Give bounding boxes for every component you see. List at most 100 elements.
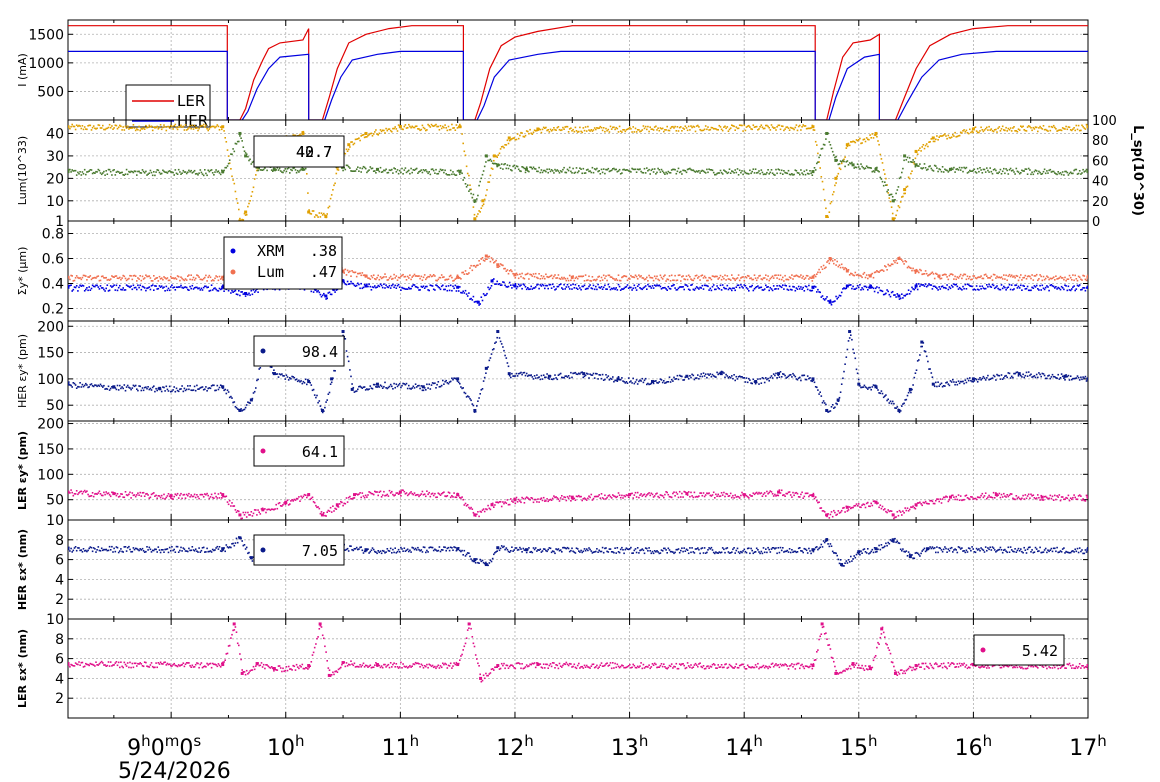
scatter-dot xyxy=(255,174,257,176)
scatter-dot xyxy=(918,359,920,361)
scatter-dot xyxy=(720,370,723,373)
scatter-dot xyxy=(323,410,325,412)
scatter-dot xyxy=(448,289,451,292)
scatter-dot xyxy=(709,287,712,290)
scatter-dot xyxy=(141,387,144,389)
scatter-dot xyxy=(164,277,166,279)
scatter-dot xyxy=(536,276,538,279)
scatter-dot xyxy=(710,126,713,129)
scatter-dot xyxy=(1058,172,1061,175)
scatter-dot xyxy=(580,371,582,374)
scatter-dot xyxy=(729,287,732,290)
scatter-dot xyxy=(521,373,523,376)
scatter-dot xyxy=(632,276,634,278)
scatter-dot xyxy=(521,287,523,290)
scatter-dot xyxy=(799,124,801,127)
scatter-dot xyxy=(404,275,407,278)
scatter-dot xyxy=(855,166,858,169)
scatter-dot xyxy=(634,381,637,383)
scatter-dot xyxy=(79,382,81,384)
scatter-dot xyxy=(698,378,700,380)
scatter-dot xyxy=(83,126,86,128)
scatter-dot xyxy=(528,278,530,280)
scatter-dot xyxy=(733,125,735,128)
scatter-dot xyxy=(1075,288,1078,290)
scatter-dot xyxy=(335,289,338,291)
scatter-dot xyxy=(456,170,459,172)
scatter-dot xyxy=(525,166,528,168)
scatter-dot xyxy=(491,162,494,165)
scatter-dot xyxy=(540,131,543,134)
scatter-dot xyxy=(643,379,646,382)
scatter-dot xyxy=(90,169,93,171)
scatter-dot xyxy=(706,168,708,171)
scatter-dot xyxy=(622,168,624,171)
scatter-dot xyxy=(697,287,699,289)
scatter-dot xyxy=(516,285,519,288)
scatter-dot xyxy=(351,282,353,285)
scatter-dot xyxy=(247,293,249,296)
scatter-dot xyxy=(828,211,831,213)
scatter-dot xyxy=(1082,274,1084,277)
scatter-dot xyxy=(913,269,916,272)
scatter-dot xyxy=(746,274,749,277)
data-point xyxy=(68,285,70,289)
scatter-dot xyxy=(495,283,497,285)
scatter-dot xyxy=(167,170,170,173)
scatter-dot xyxy=(202,388,205,391)
scatter-dot xyxy=(1005,289,1007,291)
y-tick-label: 1000 xyxy=(28,56,64,72)
scatter-dot xyxy=(68,276,70,279)
scatter-dot xyxy=(893,294,895,296)
scatter-dot xyxy=(974,126,977,128)
scatter-dot xyxy=(329,293,332,296)
scatter-dot xyxy=(1013,372,1015,375)
scatter-dot xyxy=(1072,172,1074,175)
scatter-dot xyxy=(508,139,511,142)
scatter-dot xyxy=(986,377,988,379)
scatter-dot xyxy=(1063,278,1065,281)
scatter-dot xyxy=(976,381,979,383)
scatter-dot xyxy=(401,128,403,130)
scatter-dot xyxy=(165,285,168,288)
scatter-dot xyxy=(678,126,681,129)
scatter-dot xyxy=(477,194,479,197)
scatter-dot xyxy=(369,385,372,387)
scatter-dot xyxy=(74,384,77,386)
scatter-dot xyxy=(741,170,743,172)
scatter-dot xyxy=(90,287,93,290)
scatter-dot xyxy=(704,284,707,287)
scatter-dot xyxy=(601,171,604,174)
scatter-dot xyxy=(1073,285,1075,287)
scatter-dot xyxy=(457,125,460,128)
scatter-dot xyxy=(385,387,387,389)
scatter-dot xyxy=(140,128,143,130)
scatter-dot xyxy=(759,172,761,175)
scatter-dot xyxy=(540,275,543,277)
scatter-dot xyxy=(843,160,845,163)
scatter-dot xyxy=(466,295,469,297)
scatter-dot xyxy=(876,166,878,169)
scatter-dot xyxy=(1067,374,1070,377)
scatter-dot xyxy=(912,384,914,386)
scatter-dot xyxy=(657,284,659,287)
scatter-dot xyxy=(831,260,834,262)
scatter-dot xyxy=(397,276,400,279)
scatter-dot xyxy=(378,170,381,173)
scatter-dot xyxy=(553,172,555,174)
scatter-dot xyxy=(578,285,580,287)
scatter-dot xyxy=(464,392,467,395)
scatter-dot xyxy=(1081,124,1083,127)
scatter-dot xyxy=(965,278,968,281)
scatter-dot xyxy=(813,285,816,288)
scatter-dot xyxy=(180,276,182,278)
scatter-dot xyxy=(219,278,222,280)
scatter-dot xyxy=(394,277,396,279)
scatter-dot xyxy=(723,169,725,171)
scatter-dot xyxy=(672,284,674,287)
scatter-dot xyxy=(725,279,727,281)
scatter-dot xyxy=(887,290,889,293)
scatter-dot xyxy=(706,284,708,287)
scatter-dot xyxy=(421,286,424,288)
scatter-dot xyxy=(726,126,729,128)
